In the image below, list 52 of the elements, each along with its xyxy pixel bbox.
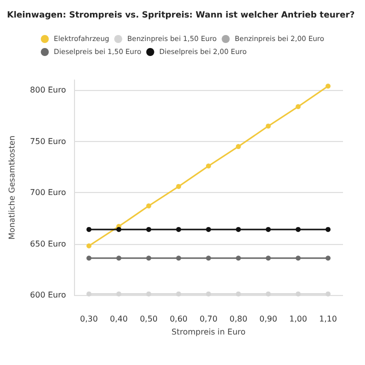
y-tick-label: 800 Euro: [30, 86, 66, 95]
y-tick-label: 650 Euro: [30, 239, 66, 248]
y-tick-label: 750 Euro: [30, 136, 66, 146]
point: [326, 84, 331, 89]
point: [176, 226, 182, 232]
point: [266, 291, 271, 296]
point: [236, 144, 241, 150]
x-tick-label: 0,70: [200, 314, 218, 324]
point: [206, 226, 211, 232]
point: [266, 256, 271, 261]
point: [86, 243, 92, 248]
point: [206, 256, 211, 261]
point: [296, 226, 301, 232]
point: [116, 256, 122, 261]
point: [146, 256, 152, 261]
point: [236, 226, 241, 232]
point: [266, 124, 271, 129]
point: [326, 291, 331, 296]
point: [86, 256, 92, 261]
point: [146, 203, 152, 208]
y-tick-label: 600 Euro: [30, 290, 66, 300]
point: [146, 226, 152, 232]
x-tick-label: 0,40: [110, 314, 128, 324]
x-tick-label: 1,10: [319, 314, 337, 324]
point: [86, 226, 92, 232]
x-tick-label: 0,60: [170, 314, 188, 324]
y-tick-label: 700 Euro: [30, 188, 66, 198]
point: [296, 104, 301, 110]
point: [326, 256, 331, 261]
point: [206, 164, 211, 168]
x-tick-label: 0,90: [259, 314, 278, 324]
x-axis-title: Strompreis in Euro: [171, 327, 246, 336]
x-tick-label: 0,50: [140, 314, 158, 324]
x-tick-label: 1,00: [289, 314, 308, 324]
x-tick-label: 0,80: [229, 314, 248, 324]
x-tick-label: 0,30: [80, 314, 98, 324]
point: [296, 291, 301, 296]
point: [176, 256, 182, 261]
point: [266, 226, 271, 232]
y-axis-title: Monatliche Gesamtkosten: [8, 136, 16, 240]
point: [296, 256, 301, 261]
chart-title: Kleinwagen: Strompreis vs. Spritpreis: Wann ist welcher Antrieb teurer?: [7, 10, 355, 20]
point: [176, 184, 182, 189]
point: [86, 291, 92, 296]
point: [326, 226, 331, 232]
point: [236, 291, 241, 296]
point: [146, 291, 152, 296]
point: [206, 291, 211, 296]
point: [116, 291, 122, 296]
point: [236, 256, 241, 261]
point: [176, 291, 182, 296]
point: [116, 226, 122, 232]
